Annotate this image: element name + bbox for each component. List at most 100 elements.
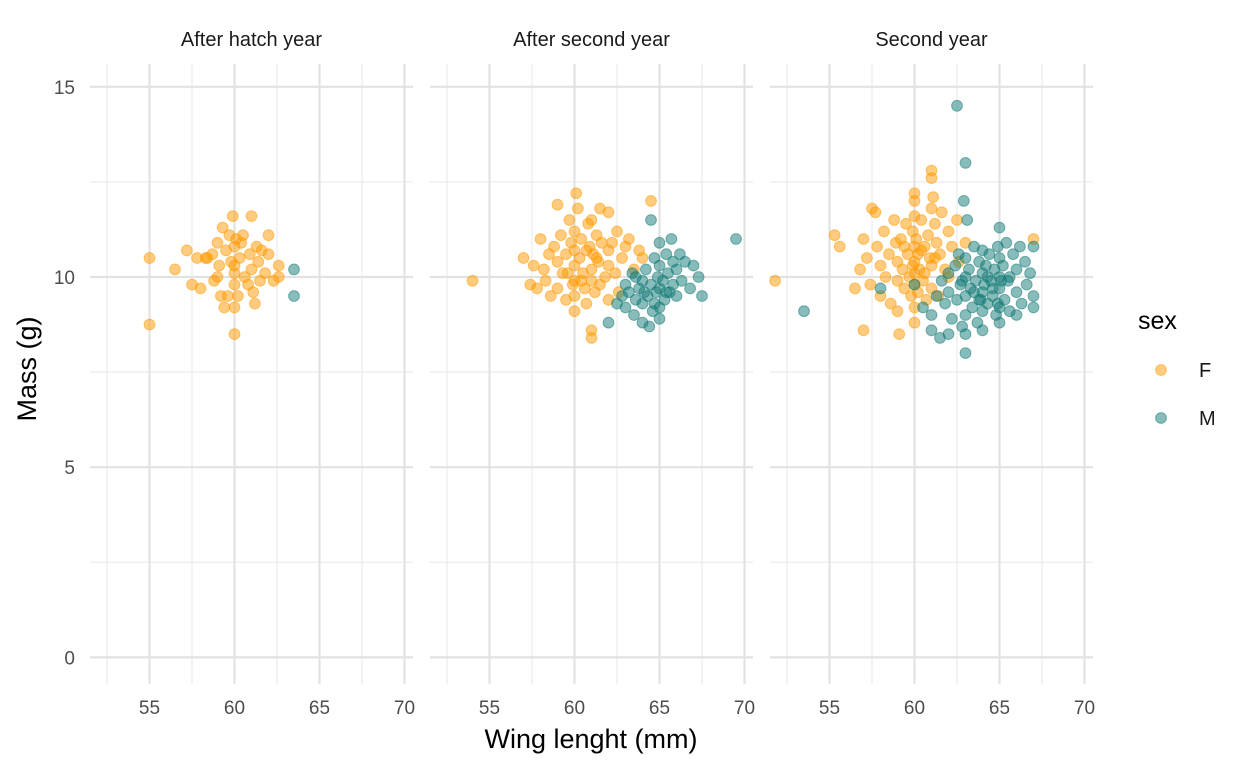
data-point [555,229,567,242]
data-point [939,297,951,310]
data-point [869,206,882,219]
data-point [218,301,231,314]
data-point [898,282,911,295]
x-tick-label: 65 [309,698,330,719]
data-point [959,309,972,321]
data-point [935,274,948,287]
data-point [963,263,975,276]
data-point [226,210,239,223]
facet-panel: After hatch year 55 60 65 70 [90,29,415,719]
data-point [606,236,618,249]
data-point [538,263,550,276]
data-point [915,214,928,226]
data-point [232,290,244,302]
data-point [976,324,989,337]
y-axis: 0 5 10 15 [54,78,75,670]
data-point [949,259,962,272]
data-point [687,259,700,272]
data-point [228,278,241,291]
data-point [534,233,547,245]
series-M [798,99,1040,360]
x-tick-label: 70 [394,698,415,719]
data-point [930,290,943,302]
data-point [922,229,934,242]
data-point [946,240,958,253]
data-point [833,240,846,253]
data-point [548,240,560,253]
data-point [288,290,300,302]
x-tick-label: 65 [649,698,670,719]
data-point [602,259,615,272]
data-point [640,263,652,276]
data-point [966,301,979,314]
data-point [602,316,615,329]
data-point [619,301,632,314]
data-point [517,252,530,264]
data-point [942,267,955,280]
data-point [249,297,261,310]
data-point [925,202,938,215]
data-point [864,278,877,291]
y-tick-label: 5 [64,458,75,479]
data-point [959,347,972,360]
data-point [849,282,861,295]
data-point [917,301,929,314]
data-point [891,305,904,318]
data-point [981,271,994,283]
data-point [986,282,999,295]
data-point [245,263,258,276]
x-tick-label: 60 [904,698,925,719]
data-point [1010,309,1023,321]
data-point [262,229,275,242]
data-point [539,274,552,287]
data-point [169,263,181,276]
data-point [1007,248,1019,261]
series-F [143,210,285,341]
data-point [1020,278,1033,291]
y-tick-label: 0 [64,648,75,669]
data-point [935,206,948,219]
series-M [288,263,300,302]
data-point [696,290,708,302]
data-point [925,324,938,337]
data-point [629,271,642,283]
data-point [645,214,657,226]
legend-key-F [1155,364,1167,376]
data-point [900,217,912,230]
data-point [898,240,911,253]
data-point [667,255,679,268]
facet-panel: Second year 55 60 65 70 [769,29,1095,719]
data-point [551,255,564,268]
data-point [648,297,661,310]
data-point [665,233,678,245]
data-point [959,157,972,169]
data-point [585,263,598,276]
data-point [692,271,705,283]
data-point [216,221,229,234]
data-point [942,225,955,238]
data-point [908,278,921,291]
data-point [572,202,584,215]
data-point [611,225,623,238]
data-point [929,252,941,264]
data-point [228,301,241,314]
data-point [568,225,581,238]
x-tick-label: 55 [139,698,160,719]
data-point [927,191,940,204]
data-point [1027,290,1040,302]
data-point [896,263,909,276]
data-point [1015,297,1028,310]
data-point [181,244,193,257]
data-point [247,286,260,299]
data-point [993,316,1006,329]
data-point [262,248,275,261]
data-point [930,236,943,249]
legend: sex F M [1138,307,1216,430]
data-point [272,259,285,272]
data-point [527,259,540,272]
data-point [854,263,866,276]
data-point [585,214,598,226]
x-tick-label: 55 [479,698,500,719]
data-point [828,229,841,242]
